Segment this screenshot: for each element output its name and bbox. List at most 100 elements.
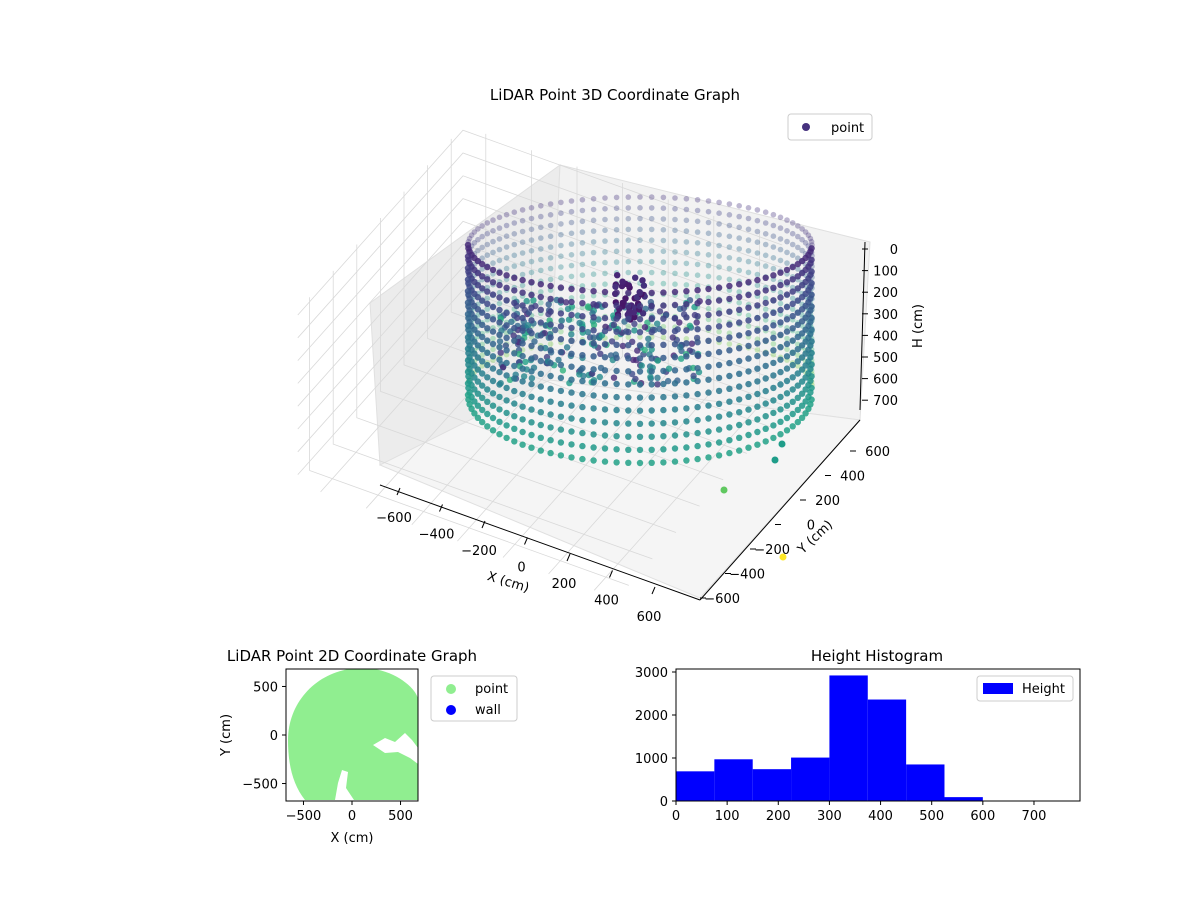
plot3d-point — [694, 377, 701, 385]
plot3d-point — [558, 221, 564, 227]
plot3d-point — [484, 306, 491, 312]
plot3d-point — [484, 374, 491, 381]
plot3d-point — [466, 235, 473, 242]
plot3d-point — [519, 239, 526, 245]
plot3d-point — [736, 246, 742, 252]
plot3d-point — [716, 275, 722, 281]
plot3d-point — [584, 303, 592, 310]
plot3d-point — [537, 319, 544, 326]
plot3d-point — [579, 207, 586, 214]
plot3d-y-tick-label: −400 — [729, 568, 765, 583]
plot3d-legend-box — [787, 113, 873, 141]
plot3d-point — [762, 220, 769, 226]
plot3d-point — [524, 322, 532, 329]
plot3d-point — [660, 367, 667, 375]
plot3d-point — [479, 233, 486, 240]
plot3d-point — [557, 297, 565, 304]
plot3d-point — [511, 231, 518, 237]
plot3d-x-tick-mark — [396, 487, 401, 496]
plot3d-point — [770, 347, 777, 354]
plot3d-point — [783, 365, 791, 372]
plot3d-point — [770, 422, 777, 429]
plot3d-point — [563, 344, 571, 351]
histogram-x-tick-label: 300 — [817, 809, 842, 824]
plot3d-point — [808, 238, 815, 245]
plot3d-point — [794, 358, 801, 365]
plot3d-point — [601, 380, 609, 387]
plot3d-point — [511, 350, 518, 357]
histogram-x-tick-label: 700 — [1022, 809, 1047, 824]
plot3d-point — [464, 264, 472, 272]
plot3d-point — [805, 232, 812, 238]
plot3d-point — [519, 416, 526, 423]
plot3d-point — [648, 280, 655, 287]
plot3d-point — [795, 255, 801, 261]
plot3d-point — [613, 248, 620, 255]
plot3d-point — [496, 289, 503, 296]
plot3d-point — [579, 250, 586, 257]
plot3d-point — [654, 320, 661, 327]
plot3d-point — [726, 244, 733, 250]
plot3d-point — [648, 368, 655, 375]
plot3d-point — [601, 327, 609, 335]
plot3d-point — [777, 319, 784, 326]
plot3d-point — [745, 419, 752, 426]
plot3d-point — [648, 258, 655, 265]
plot3d-point — [528, 380, 535, 388]
plot3d-point — [683, 405, 690, 412]
plot3d-point — [625, 205, 632, 211]
plot3d-point — [745, 248, 752, 254]
plot3d-point — [602, 227, 608, 234]
plot3d-point — [511, 263, 518, 269]
plot3d-point — [502, 342, 509, 349]
plot3d-point — [602, 238, 608, 244]
plot3d-point — [754, 352, 761, 360]
plot3d-point — [637, 248, 643, 254]
plot3d-point — [511, 362, 518, 370]
plot3d-point — [538, 267, 544, 274]
plot3d-point — [558, 328, 564, 335]
plot2d-points — [288, 669, 418, 800]
plot3d-point — [705, 252, 712, 258]
plot3d-point — [660, 259, 667, 265]
plot3d-point — [671, 327, 679, 335]
plot3d-point — [519, 378, 526, 385]
plot3d-point — [601, 406, 609, 413]
plot3d-point — [660, 328, 667, 335]
plot3d-point — [648, 459, 655, 466]
plot3d-point — [590, 196, 597, 202]
plot3d-point — [777, 281, 784, 289]
plot3d-point — [579, 416, 586, 424]
plot3d-gridline-y — [450, 138, 771, 428]
plot3d-point — [783, 279, 791, 286]
histogram-x-tick-label: 400 — [868, 809, 893, 824]
plot3d-point — [671, 432, 679, 439]
plot3d-point — [625, 282, 632, 289]
plot3d-point — [784, 260, 790, 266]
plot3d-point — [705, 363, 712, 370]
plot3d-point — [789, 386, 796, 393]
plot3d-point — [660, 270, 667, 276]
plot3d-point — [636, 433, 644, 440]
plot3d-point — [613, 302, 620, 309]
plot3d-point — [547, 244, 554, 250]
plot3d-point — [613, 367, 620, 375]
plot3d-point — [777, 331, 784, 338]
plot3d-point — [726, 372, 733, 380]
plot3d-point — [789, 325, 796, 332]
plot3d-point — [648, 315, 655, 323]
plot3d-point — [636, 342, 644, 349]
plot3d-point — [762, 241, 769, 248]
plot3d-point — [479, 309, 486, 316]
plot3d-point — [745, 342, 752, 350]
plot3d-point — [613, 237, 620, 244]
plot3d-point — [579, 339, 586, 346]
plot3d-point — [777, 246, 784, 253]
plot3d-gridline-y — [379, 218, 700, 507]
plot3d-point — [528, 393, 535, 400]
plot2d-gap-1 — [373, 733, 418, 764]
plot3d-point — [528, 406, 535, 413]
plot3d-point — [537, 383, 544, 390]
plot3d-gridline-y — [332, 270, 653, 560]
plot3d-legend-label: point — [831, 121, 864, 136]
